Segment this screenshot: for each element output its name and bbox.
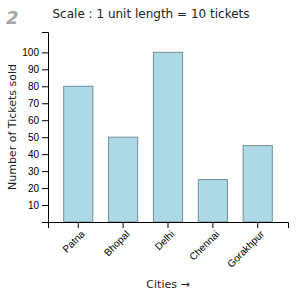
bar bbox=[109, 137, 138, 222]
bars bbox=[64, 52, 273, 222]
tick: 100 bbox=[22, 47, 48, 58]
tick-mark bbox=[42, 86, 48, 87]
tick-mark bbox=[168, 222, 169, 228]
tick-label: 70 bbox=[28, 98, 40, 109]
tick: 50 bbox=[28, 132, 48, 143]
tick: Gorakhpur bbox=[225, 222, 267, 270]
tick: Delhi bbox=[153, 222, 177, 252]
tick: 40 bbox=[28, 149, 48, 160]
bar bbox=[198, 180, 227, 222]
tick-mark bbox=[42, 69, 48, 70]
tick-label: 50 bbox=[28, 132, 40, 143]
tick: 90 bbox=[28, 64, 48, 75]
tick-mark bbox=[257, 222, 258, 228]
bar bbox=[64, 86, 93, 222]
tick-mark bbox=[42, 137, 48, 138]
tick-label: Delhi bbox=[153, 228, 177, 252]
tick: 20 bbox=[28, 183, 48, 194]
tick: Chennai bbox=[187, 222, 221, 262]
tick-mark bbox=[42, 103, 48, 104]
axis-line bbox=[49, 223, 289, 229]
tick-mark bbox=[42, 154, 48, 155]
x-label: Cities → bbox=[146, 278, 189, 291]
tick-label: 30 bbox=[28, 166, 40, 177]
tick-mark bbox=[42, 171, 48, 172]
tick-label: 40 bbox=[28, 149, 40, 160]
tick-label: Patna bbox=[61, 228, 88, 255]
x-axis: Patna Bhopal Delhi ChennaiGorakhpur bbox=[49, 222, 289, 270]
tick-mark bbox=[212, 222, 213, 228]
y-label: Number of Tickets sold bbox=[6, 64, 19, 190]
tick-label: 10 bbox=[28, 200, 40, 211]
bar bbox=[243, 146, 272, 222]
tick: 80 bbox=[28, 81, 48, 92]
tick-label: Gorakhpur bbox=[225, 228, 267, 270]
tick: Bhopal bbox=[102, 222, 132, 258]
chart: Patna Bhopal Delhi ChennaiGorakhpur 10 20 30 40… bbox=[0, 0, 302, 294]
tick-label: 20 bbox=[28, 183, 40, 194]
tick: 60 bbox=[28, 115, 48, 126]
tick-label: Bhopal bbox=[102, 228, 132, 258]
tick-mark bbox=[42, 188, 48, 189]
plot: Patna Bhopal Delhi ChennaiGorakhpur 10 20 30 40… bbox=[22, 33, 288, 270]
tick-mark bbox=[42, 120, 48, 121]
tick-mark bbox=[123, 222, 124, 228]
tick-label: 100 bbox=[22, 47, 39, 58]
tick-label: 60 bbox=[28, 115, 40, 126]
tick-mark bbox=[42, 205, 48, 206]
tick-label: 80 bbox=[28, 81, 40, 92]
tick: 70 bbox=[28, 98, 48, 109]
bar bbox=[153, 52, 182, 222]
annotation: 2 bbox=[6, 7, 19, 28]
tick-mark bbox=[78, 222, 79, 228]
title: Scale : 1 unit length = 10 tickets bbox=[53, 7, 250, 21]
tick-label: Chennai bbox=[187, 228, 221, 262]
tick: 30 bbox=[28, 166, 48, 177]
tick-label: 90 bbox=[28, 64, 40, 75]
y-axis: 10 20 30 40 50 60 70 80 90 100 bbox=[22, 33, 48, 223]
axis-line bbox=[42, 33, 49, 223]
tick-mark bbox=[42, 52, 48, 53]
tick: Patna bbox=[61, 222, 88, 255]
tick: 10 bbox=[28, 200, 48, 211]
